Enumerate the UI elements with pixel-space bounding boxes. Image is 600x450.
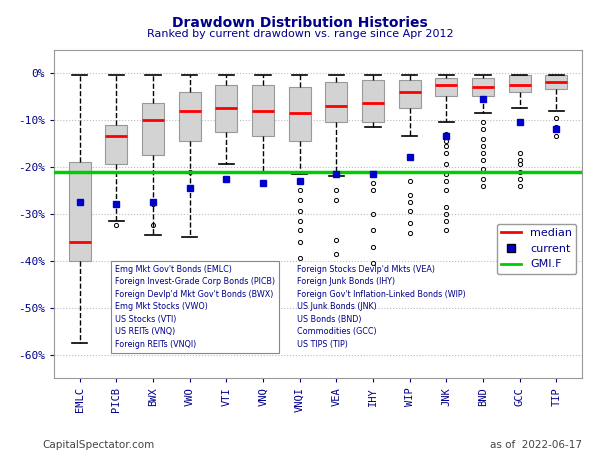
Bar <box>106 125 127 165</box>
Bar <box>509 75 530 92</box>
Bar <box>252 85 274 136</box>
Text: Emg Mkt Gov't Bonds (EMLC)
Foreign Invest-Grade Corp Bonds (PICB)
Foreign Devlp': Emg Mkt Gov't Bonds (EMLC) Foreign Inves… <box>115 265 275 349</box>
Bar <box>545 75 568 90</box>
Bar <box>325 82 347 122</box>
Text: Ranked by current drawdown vs. range since Apr 2012: Ranked by current drawdown vs. range sin… <box>146 29 454 39</box>
Bar <box>436 78 457 96</box>
Text: as of  2022-06-17: as of 2022-06-17 <box>490 440 582 450</box>
Bar <box>142 104 164 155</box>
Bar <box>362 80 384 122</box>
Bar <box>68 162 91 261</box>
Bar <box>179 92 200 141</box>
Legend: median, current, GMI.F: median, current, GMI.F <box>497 224 577 274</box>
Bar <box>215 85 238 131</box>
Text: Drawdown Distribution Histories: Drawdown Distribution Histories <box>172 16 428 30</box>
Bar <box>472 78 494 96</box>
Bar <box>398 80 421 108</box>
Text: Foreign Stocks Devlp'd Mkts (VEA)
Foreign Junk Bonds (IHY)
Foreign Gov't Inflati: Foreign Stocks Devlp'd Mkts (VEA) Foreig… <box>297 265 466 349</box>
Text: CapitalSpectator.com: CapitalSpectator.com <box>42 440 154 450</box>
Bar <box>289 87 311 141</box>
